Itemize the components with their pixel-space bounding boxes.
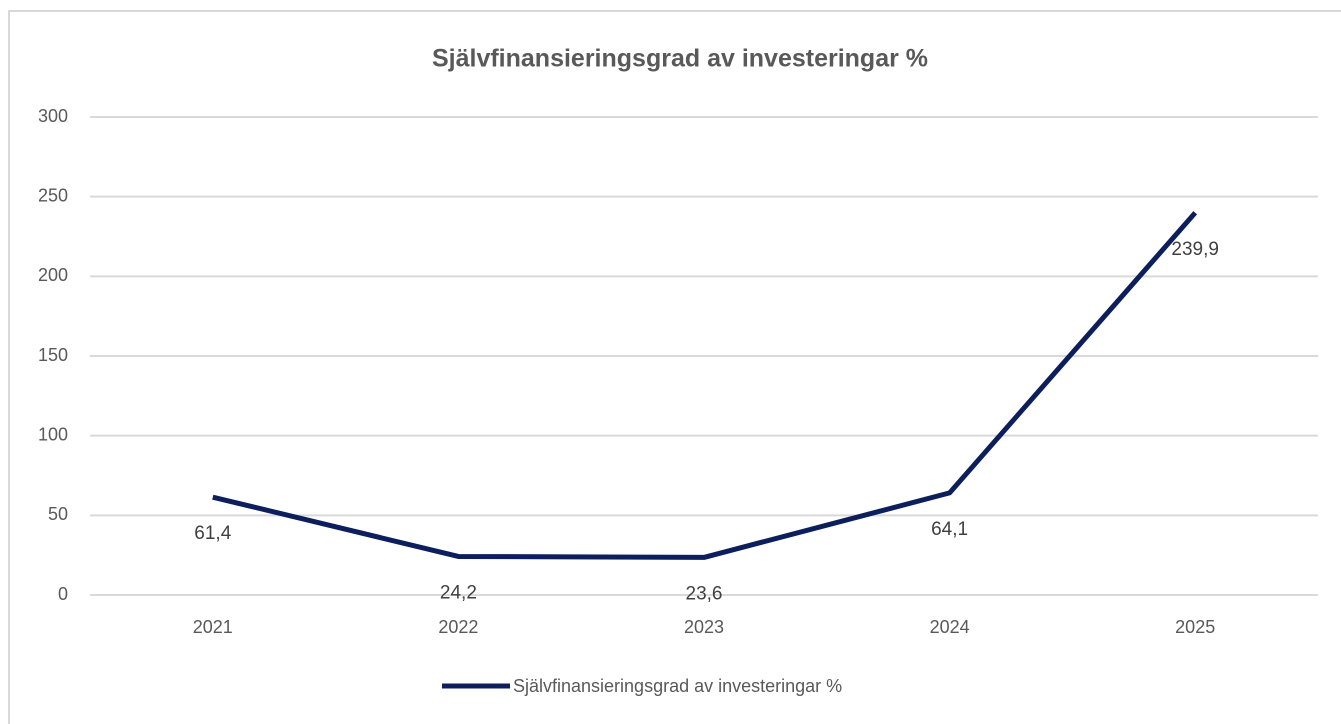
chart-border	[8, 10, 1341, 724]
data-line	[212, 211, 1198, 560]
legend-label: Självfinansieringsgrad av investeringar …	[513, 676, 842, 696]
y-tick-label: 100	[38, 424, 68, 444]
x-tick-label: 2024	[930, 617, 970, 637]
x-tick-label: 2023	[684, 617, 724, 637]
data-label: 24,2	[440, 582, 477, 603]
data-label: 61,4	[194, 523, 231, 544]
y-tick-label: 50	[48, 504, 68, 524]
y-tick-label: 300	[38, 106, 68, 126]
x-tick-label: 2021	[193, 617, 233, 637]
x-tick-label: 2022	[438, 617, 478, 637]
y-tick-label: 250	[38, 185, 68, 205]
x-tick-label: 2025	[1175, 617, 1215, 637]
data-label: 23,6	[686, 583, 723, 604]
y-tick-label: 0	[58, 584, 68, 604]
data-label: 64,1	[931, 519, 968, 540]
y-tick-label: 150	[38, 345, 68, 365]
data-label: 239,9	[1171, 239, 1219, 260]
chart-title: Självfinansieringsgrad av investeringar …	[432, 45, 928, 73]
y-tick-label: 200	[38, 265, 68, 285]
